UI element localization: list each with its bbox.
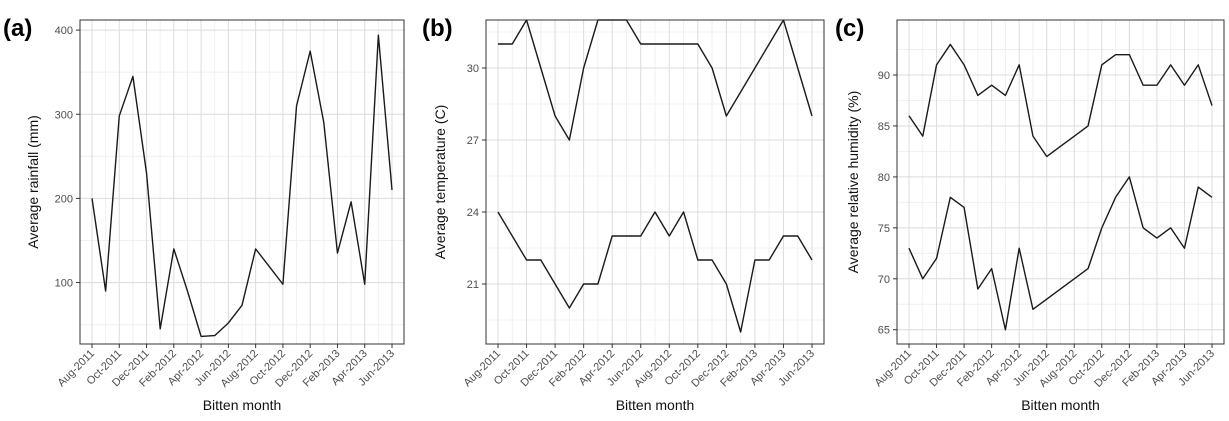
y-tick-label: 24 xyxy=(467,207,479,219)
x-axis-title: Bitten month xyxy=(1021,397,1100,413)
chart-panel-3: 657075808590Aug-2011Oct-2011Dec-2011Feb-… xyxy=(835,15,1224,413)
panel-label: (a) xyxy=(3,15,32,42)
y-tick-label: 21 xyxy=(467,279,479,291)
y-tick-label: 80 xyxy=(878,172,890,184)
y-tick-label: 300 xyxy=(55,109,73,121)
y-tick-label: 75 xyxy=(878,223,890,235)
panel-label: (b) xyxy=(422,15,453,42)
y-axis-title: Average temperature (C) xyxy=(432,105,448,260)
y-tick-label: 65 xyxy=(878,325,890,337)
panel-label: (c) xyxy=(835,15,864,42)
chart-panel-2: 21242730Aug-2011Oct-2011Dec-2011Feb-2012… xyxy=(422,15,824,413)
chart-panel-1: 100200300400Aug-2011Oct-2011Dec-2011Feb-… xyxy=(3,15,404,413)
y-tick-label: 70 xyxy=(878,274,890,286)
y-axis-title: Average rainfall (mm) xyxy=(25,115,41,249)
y-tick-label: 100 xyxy=(55,278,73,290)
y-tick-label: 90 xyxy=(878,70,890,82)
y-axis-title: Average relative humidity (%) xyxy=(845,91,861,274)
y-tick-label: 400 xyxy=(55,25,73,37)
y-tick-label: 85 xyxy=(878,121,890,133)
x-axis-title: Bitten month xyxy=(616,397,695,413)
y-tick-label: 30 xyxy=(467,63,479,75)
y-tick-label: 27 xyxy=(467,135,479,147)
y-tick-label: 200 xyxy=(55,193,73,205)
x-axis-title: Bitten month xyxy=(203,397,282,413)
